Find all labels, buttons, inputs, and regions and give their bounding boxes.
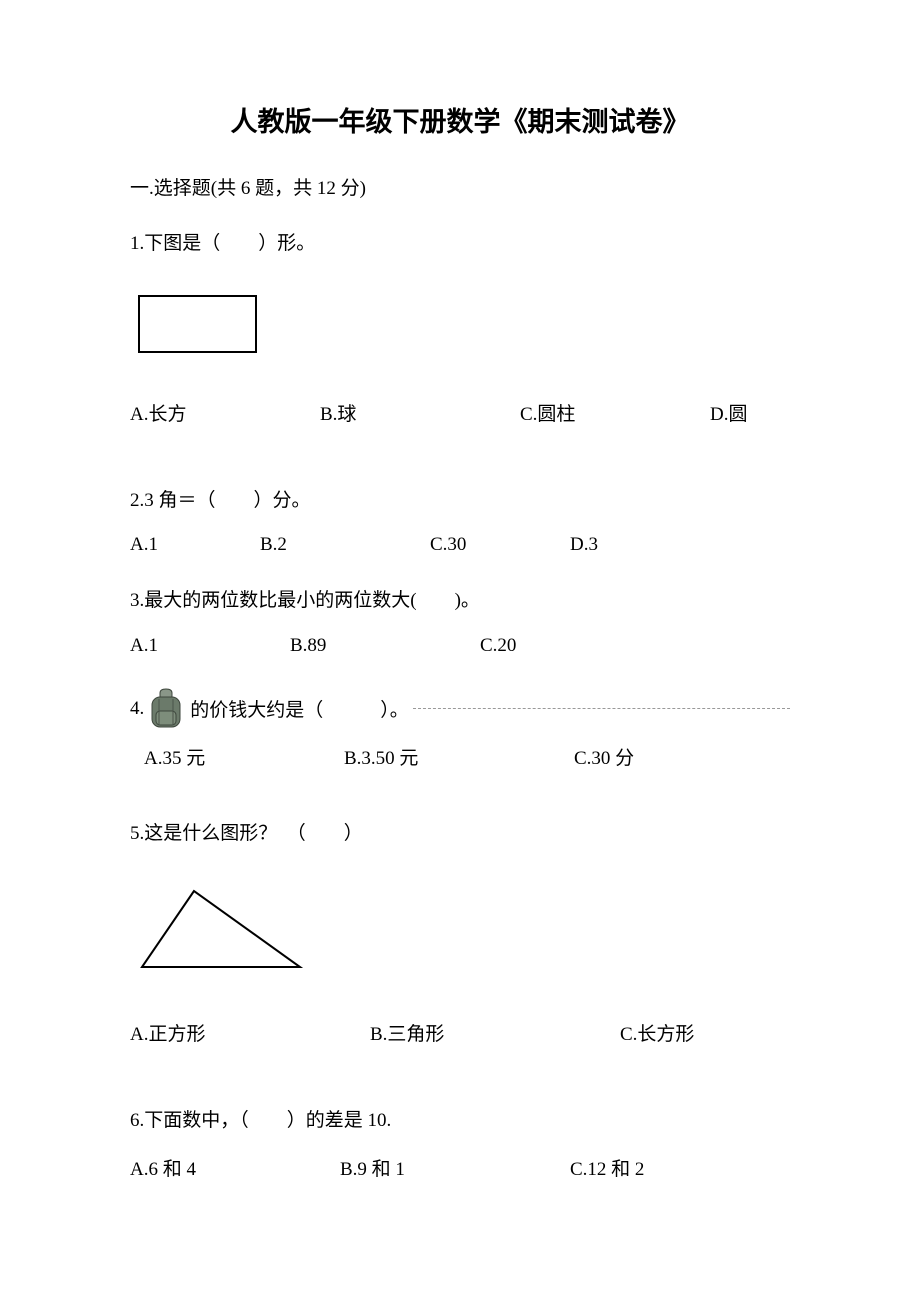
q6-prompt: 6.下面数中，（ ）的差是 10.: [130, 1106, 790, 1136]
q6-option-b: B.9 和 1: [340, 1154, 570, 1181]
q6-option-c: C.12 和 2: [570, 1154, 644, 1181]
q2-prompt: 2.3 角＝（ ）分。: [130, 486, 790, 516]
q4-option-c: C.30 分: [574, 743, 634, 770]
q3-option-a: A.1: [130, 635, 290, 657]
q6-options: A.6 和 4 B.9 和 1 C.12 和 2: [130, 1154, 790, 1181]
q1-option-b: B.球: [320, 399, 520, 426]
q3-options: A.1 B.89 C.20: [130, 635, 790, 657]
q3-prompt: 3.最大的两位数比最小的两位数大( )。: [130, 586, 790, 616]
q5-options: A.正方形 B.三角形 C.长方形: [130, 1019, 790, 1046]
q2-option-b: B.2: [260, 534, 430, 556]
q5-triangle-shape: [136, 885, 790, 973]
q4-option-a: A.35 元: [144, 743, 344, 770]
q1-option-c: C.圆柱: [520, 399, 710, 426]
q3-option-c: C.20: [480, 635, 516, 657]
q2-option-d: D.3: [570, 534, 598, 556]
exam-title: 人教版一年级下册数学《期末测试卷》: [130, 100, 790, 139]
q1-option-a: A.长方: [130, 399, 320, 426]
q4-dash-fill: [413, 708, 790, 709]
q3-option-b: B.89: [290, 635, 480, 657]
section-heading: 一.选择题(共 6 题，共 12 分): [130, 173, 790, 200]
q1-options: A.长方 B.球 C.圆柱 D.圆: [130, 399, 790, 426]
q5-option-a: A.正方形: [130, 1019, 370, 1046]
q1-prompt: 1.下图是（ ）形。: [130, 228, 790, 255]
q4-suffix: 的价钱大约是（ ）。: [190, 695, 409, 722]
q4-prompt: 4. 的价钱大约是（ ）。: [130, 687, 790, 731]
q5-option-b: B.三角形: [370, 1019, 620, 1046]
q4-option-b: B.3.50 元: [344, 743, 574, 770]
q2-option-c: C.30: [430, 534, 570, 556]
q5-option-c: C.长方形: [620, 1019, 694, 1046]
backpack-icon: [146, 687, 186, 731]
q1-option-d: D.圆: [710, 399, 747, 426]
q2-options: A.1 B.2 C.30 D.3: [130, 534, 790, 556]
q4-prefix: 4.: [130, 698, 144, 720]
q1-rectangle-shape: [138, 295, 257, 353]
q6-option-a: A.6 和 4: [130, 1154, 340, 1181]
q4-options: A.35 元 B.3.50 元 C.30 分: [130, 743, 790, 770]
q2-option-a: A.1: [130, 534, 260, 556]
q5-prompt: 5.这是什么图形？ （ ）: [130, 818, 790, 845]
